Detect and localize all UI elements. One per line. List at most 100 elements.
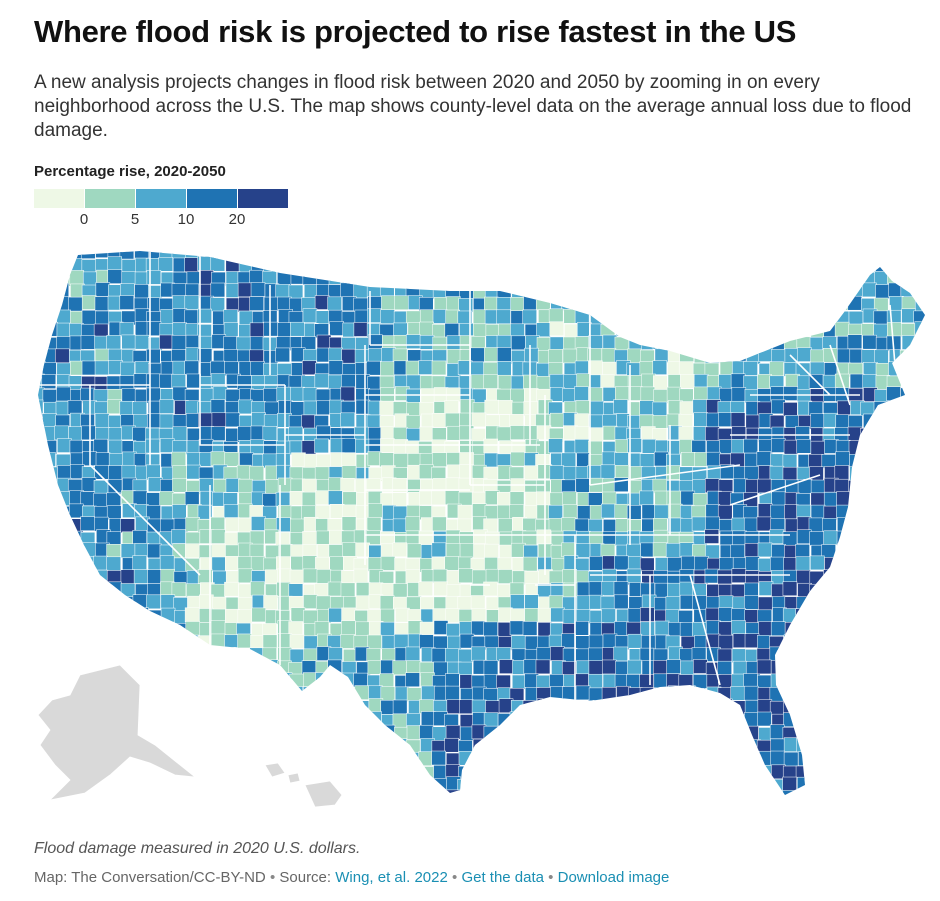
county-cell xyxy=(496,283,512,299)
county-cell xyxy=(289,791,305,795)
county-cell xyxy=(627,633,643,649)
county-choropleth-map[interactable] xyxy=(30,245,935,820)
county-cell xyxy=(250,792,266,795)
county-cell xyxy=(731,271,746,286)
county-cell xyxy=(108,415,123,430)
county-cell xyxy=(108,790,124,795)
county-cell xyxy=(38,269,44,285)
county-cell xyxy=(861,505,876,521)
county-cell xyxy=(848,751,863,767)
county-cell xyxy=(731,751,746,767)
county-cell xyxy=(927,636,935,650)
county-cell xyxy=(43,622,58,638)
county-cell xyxy=(887,790,902,795)
county-cell xyxy=(886,386,901,401)
get-data-link[interactable]: Get the data xyxy=(461,869,544,886)
county-cell xyxy=(457,779,472,794)
county-cell xyxy=(849,622,865,637)
county-cell xyxy=(874,635,889,651)
county-cell xyxy=(848,542,863,558)
county-cell xyxy=(135,790,150,795)
county-cell xyxy=(888,724,904,740)
county-cell xyxy=(120,763,135,778)
county-cell xyxy=(928,675,935,689)
county-cell xyxy=(316,400,331,416)
county-cell xyxy=(899,701,915,716)
county-cell xyxy=(407,791,423,795)
county-cell xyxy=(211,672,227,688)
county-cell xyxy=(652,258,667,273)
county-cell xyxy=(80,251,96,259)
county-cell xyxy=(42,583,58,599)
county-cell xyxy=(484,778,500,793)
county-cell xyxy=(576,373,591,388)
county-cell xyxy=(80,335,96,350)
county-cell xyxy=(639,400,655,415)
county-cell xyxy=(783,647,799,662)
county-cell xyxy=(915,648,925,663)
county-cell xyxy=(680,374,695,389)
county-cell xyxy=(613,777,628,792)
county-cell xyxy=(106,608,122,623)
county-cell xyxy=(679,594,695,610)
county-cell xyxy=(264,401,279,417)
county-cell xyxy=(849,492,864,507)
county-cell xyxy=(264,789,280,795)
county-cell xyxy=(717,687,733,702)
county-cell xyxy=(653,570,668,585)
county-cell xyxy=(158,699,174,715)
download-image-link[interactable]: Download image xyxy=(557,869,670,886)
county-cell xyxy=(902,779,917,794)
county-cell xyxy=(445,529,461,545)
county-cell xyxy=(250,282,266,297)
county-cell xyxy=(524,778,539,794)
county-cell xyxy=(718,374,733,389)
county-cell xyxy=(250,556,266,571)
county-cell xyxy=(185,737,201,753)
county-cell xyxy=(251,375,266,390)
county-cell xyxy=(835,451,850,467)
county-cell xyxy=(614,621,629,636)
county-cell xyxy=(328,698,343,714)
county-cell xyxy=(927,387,935,401)
county-cell xyxy=(55,647,70,662)
county-cell xyxy=(211,687,226,702)
county-cell xyxy=(824,557,839,572)
source-link[interactable]: Wing, et al. 2022 xyxy=(335,869,448,886)
county-cell xyxy=(484,803,498,817)
county-cell xyxy=(303,686,318,702)
county-cell xyxy=(263,713,279,728)
county-cell xyxy=(823,569,838,584)
county-cell xyxy=(914,375,925,391)
county-cell xyxy=(731,620,746,635)
county-cell xyxy=(80,608,96,623)
county-cell xyxy=(615,803,629,817)
county-cell xyxy=(379,400,394,416)
county-cell xyxy=(432,269,447,285)
county-cell xyxy=(303,751,318,766)
county-cells xyxy=(38,251,935,819)
county-cell xyxy=(600,595,616,611)
county-cell xyxy=(276,464,291,480)
county-cell xyxy=(499,776,514,791)
county-cell xyxy=(784,348,800,363)
county-cell xyxy=(550,805,564,819)
county-cell xyxy=(405,283,421,298)
county-cell xyxy=(733,805,747,819)
county-cell xyxy=(316,805,330,819)
county-cell xyxy=(928,792,935,806)
county-cell xyxy=(329,504,345,519)
county-cell xyxy=(769,724,785,739)
county-cell xyxy=(38,452,45,468)
county-cell xyxy=(640,283,655,299)
county-cell xyxy=(912,453,925,469)
county-cell xyxy=(615,321,631,337)
county-cell xyxy=(497,251,513,260)
county-cell xyxy=(626,362,642,378)
county-cell xyxy=(38,660,45,675)
county-cell xyxy=(692,493,708,508)
county-cell xyxy=(575,258,591,273)
county-cell xyxy=(678,778,694,794)
county-cell xyxy=(810,440,826,456)
county-cell xyxy=(418,251,434,260)
